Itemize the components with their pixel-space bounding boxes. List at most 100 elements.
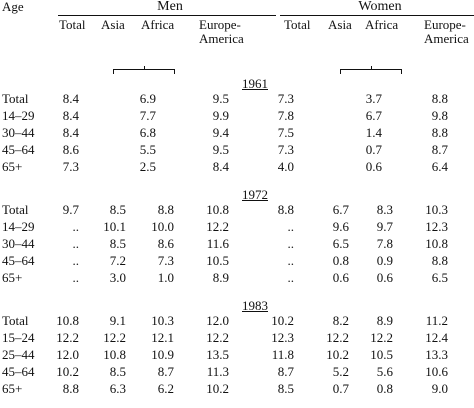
cell-w-asia: 6.7 (332, 202, 349, 217)
cell-age: 25–44 (2, 347, 35, 362)
cell-w-eur: 9.8 (431, 108, 448, 123)
cell-w-asia: 1.4 (365, 125, 382, 140)
cell-m-africa: 10.9 (151, 347, 174, 362)
cell-m-total: 8.4 (62, 91, 79, 106)
cell-w-eur: 8.8 (431, 253, 448, 268)
cell-w-eur: 11.2 (425, 313, 448, 328)
cell-m-asia: 10.8 (103, 347, 126, 362)
men-europe-header-2: America (199, 31, 244, 46)
cell-m-eur: 11.3 (206, 364, 229, 379)
cell-m-asia: 8.5 (109, 202, 126, 217)
cell-m-eur: 13.5 (206, 347, 229, 362)
cell-w-total: .. (287, 236, 295, 251)
cell-w-total: 8.8 (277, 202, 294, 217)
cell-w-eur: 12.3 (425, 219, 448, 234)
cell-m-total: 7.3 (62, 159, 79, 174)
cell-w-asia: 6.5 (332, 236, 349, 251)
cell-w-total: .. (287, 253, 295, 268)
cell-w-total: 8.5 (277, 381, 294, 396)
women-group-header: Women (358, 0, 402, 14)
section-year: 1961 (242, 76, 268, 91)
cell-w-africa: 0.6 (376, 270, 393, 285)
cell-w-eur: 13.3 (425, 347, 448, 362)
cell-m-eur: 9.5 (212, 91, 229, 106)
men-africa-header: Africa (141, 17, 175, 32)
cell-m-eur: 8.9 (212, 270, 229, 285)
cell-w-eur: 10.8 (425, 236, 448, 251)
cell-m-asia: 6.8 (139, 125, 156, 140)
cell-m-total: 9.7 (62, 202, 79, 217)
cell-m-eur: 11.6 (206, 236, 229, 251)
women-europe-header-1: Europe- (424, 17, 466, 32)
cell-w-eur: 10.6 (425, 364, 448, 379)
cell-age: 45–64 (2, 364, 35, 379)
cell-m-africa: 10.0 (151, 219, 174, 234)
cell-w-total: 7.3 (277, 142, 294, 157)
cell-m-eur: 10.2 (206, 381, 229, 396)
women-europe-header-2: America (424, 31, 469, 46)
cell-m-eur: 9.9 (212, 108, 229, 123)
cell-w-africa: 10.5 (370, 347, 393, 362)
cell-m-total: 10.8 (56, 313, 79, 328)
cell-w-asia: 8.2 (332, 313, 349, 328)
cell-w-africa: 7.8 (376, 236, 393, 251)
cell-age: 30–44 (2, 236, 35, 251)
cell-w-asia: 6.7 (365, 108, 382, 123)
cell-m-eur: 10.8 (206, 202, 229, 217)
cell-m-africa: 8.6 (157, 236, 174, 251)
women-total-header: Total (284, 17, 311, 32)
cell-m-eur: 12.2 (206, 219, 229, 234)
cell-w-asia: 0.7 (365, 142, 382, 157)
cell-age: 45–64 (2, 253, 35, 268)
cell-w-asia: 0.6 (365, 159, 382, 174)
cell-w-africa: 9.7 (376, 219, 393, 234)
cell-m-total: 8.6 (62, 142, 79, 157)
cell-m-total: 8.4 (62, 125, 79, 140)
cell-w-africa: 12.2 (370, 330, 393, 345)
cell-w-asia: 0.7 (332, 381, 349, 396)
men-europe-header-1: Europe- (199, 17, 241, 32)
women-asia-africa-brace (340, 66, 402, 74)
cell-age: 65+ (2, 381, 23, 396)
cell-w-africa: 0.9 (376, 253, 393, 268)
cell-w-asia: 9.6 (332, 219, 349, 234)
cell-m-asia: 7.7 (139, 108, 156, 123)
section-year: 1972 (242, 187, 268, 202)
men-asia-header: Asia (101, 17, 125, 32)
cell-m-asia: 9.1 (109, 313, 126, 328)
cell-w-asia: 0.8 (332, 253, 349, 268)
cell-m-africa: 10.3 (151, 313, 174, 328)
cell-w-eur: 6.4 (431, 159, 448, 174)
cell-m-eur: 10.5 (206, 253, 229, 268)
cell-w-total: 12.3 (271, 330, 294, 345)
cell-age: 14–29 (2, 108, 35, 123)
cell-m-asia: 3.0 (109, 270, 126, 285)
cell-w-africa: 8.3 (376, 202, 393, 217)
cell-m-eur: 9.5 (212, 142, 229, 157)
cell-w-africa: 0.8 (376, 381, 393, 396)
men-header-rule (58, 15, 276, 16)
cell-w-eur: 8.7 (431, 142, 448, 157)
cell-m-total: .. (72, 236, 80, 251)
cell-w-eur: 12.4 (425, 330, 448, 345)
cell-m-asia: 8.5 (109, 364, 126, 379)
cell-m-africa: 8.8 (157, 202, 174, 217)
cell-age: 30–44 (2, 125, 35, 140)
cell-w-africa: 5.6 (376, 364, 393, 379)
cell-m-africa: 12.1 (151, 330, 174, 345)
cell-m-total: 12.2 (56, 330, 79, 345)
cell-w-eur: 6.5 (431, 270, 448, 285)
men-total-header: Total (59, 17, 86, 32)
cell-age: 65+ (2, 270, 23, 285)
cell-m-asia: 2.5 (139, 159, 156, 174)
cell-w-total: 7.3 (277, 91, 294, 106)
men-group-header: Men (157, 0, 183, 14)
age-column-header: Age (2, 0, 24, 14)
cell-m-total: 12.0 (56, 347, 79, 362)
cell-w-africa: 8.9 (376, 313, 393, 328)
cell-m-total: .. (72, 253, 80, 268)
cell-m-total: 8.8 (62, 381, 79, 396)
cell-w-asia: 10.2 (326, 347, 349, 362)
cell-m-asia: 10.1 (103, 219, 126, 234)
cell-age: 15–24 (2, 330, 35, 345)
